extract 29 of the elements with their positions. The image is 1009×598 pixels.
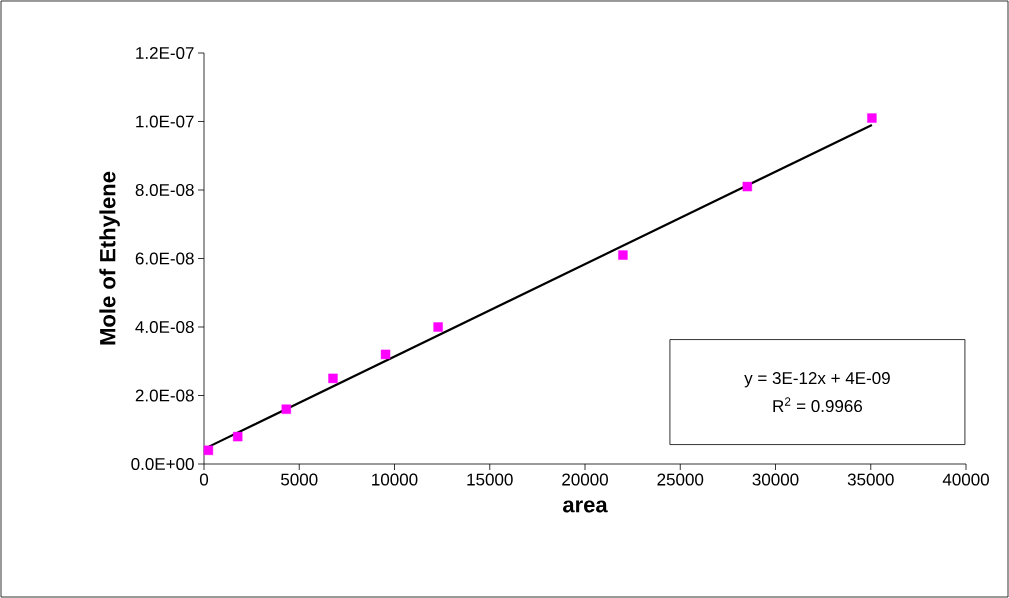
- annotation: y = 3E-12x + 4E-09: [744, 372, 890, 388]
- y-tick-label: 1.0E-07: [136, 115, 194, 128]
- x-tick-label: 15000: [467, 473, 513, 486]
- point: [380, 349, 391, 360]
- x-axis-title: area: [563, 500, 608, 513]
- point: [867, 113, 877, 123]
- x-tick-label: 25000: [657, 473, 704, 486]
- x-tick-label: 10000: [372, 473, 418, 486]
- y-tick-label: 4.0E-08: [135, 320, 194, 334]
- point: [203, 445, 214, 455]
- y-tick-label: 8.0E-08: [135, 183, 194, 197]
- x-tick-label: 5000: [281, 473, 318, 486]
- y-tick-label: 0.0E+00: [131, 457, 194, 471]
- y-axis-title: Mole of Ethylene: [99, 171, 120, 345]
- x-tick-label: 30000: [752, 473, 799, 486]
- x-tick-label: 40000: [942, 473, 989, 486]
- point: [281, 404, 291, 414]
- point: [233, 431, 243, 442]
- y-tick-label: 6.0E-08: [135, 252, 194, 265]
- y-tick-label: 1.2E-07: [136, 46, 194, 60]
- annotation: R$^{2}$ = 0.9966: [773, 397, 863, 413]
- point: [328, 373, 338, 384]
- x-tick-label: 35000: [847, 473, 894, 486]
- point: [433, 322, 443, 332]
- point: [618, 250, 628, 260]
- x-tick-label: 20000: [562, 473, 608, 486]
- point: [742, 181, 753, 192]
- y-tick-label: 2.0E-08: [135, 389, 194, 402]
- x-tick-label: 0: [199, 473, 209, 486]
